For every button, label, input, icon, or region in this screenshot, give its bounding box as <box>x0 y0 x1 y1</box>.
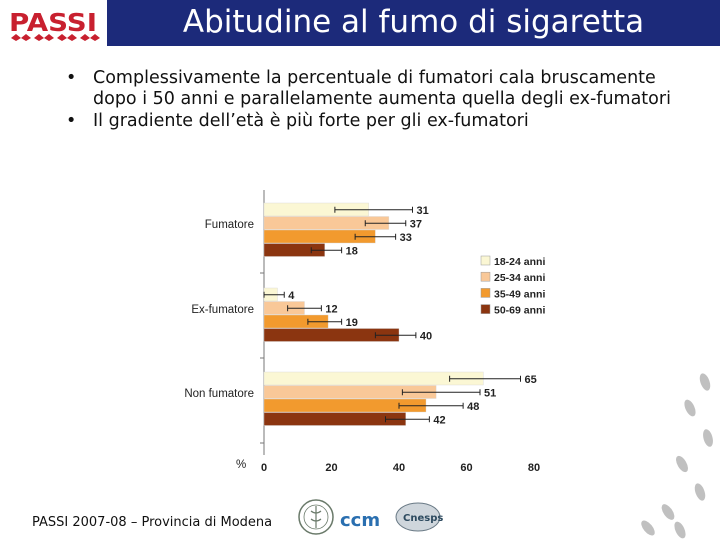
footprints-decoration-icon <box>641 373 713 539</box>
footprint-icon <box>699 373 711 391</box>
bullet-text: Il gradiente dell’età è più forte per gl… <box>93 111 529 131</box>
footprint-icon <box>674 521 686 539</box>
data-label: 31 <box>417 205 429 217</box>
bullet-dot: • <box>66 111 77 131</box>
legend-label: 35-49 anni <box>494 288 545 300</box>
x-tick-label: 20 <box>325 462 337 474</box>
category-label: Non fumatore <box>184 388 254 400</box>
footprint-icon <box>694 483 706 501</box>
passi-logo: PASSI <box>9 8 100 41</box>
x-tick-label: 40 <box>393 462 405 474</box>
sponsor-logos: ccm Cnesps <box>298 499 443 535</box>
x-tick-label: 80 <box>528 462 540 474</box>
data-label: 12 <box>325 303 337 315</box>
cnesps-logo-text: Cnesps <box>403 513 443 524</box>
legend-label: 25-34 anni <box>494 272 545 284</box>
data-label: 18 <box>346 245 358 257</box>
legend-swatch <box>480 271 491 282</box>
data-label: 48 <box>467 401 479 413</box>
footprint-icon <box>676 455 688 473</box>
data-label: 40 <box>420 330 432 342</box>
footer-text: PASSI 2007-08 – Provincia di Modena <box>32 515 273 530</box>
legend-swatch <box>480 304 491 314</box>
data-label: 42 <box>433 414 445 426</box>
passi-logo-text: PASSI <box>9 8 97 37</box>
data-label: 37 <box>410 218 422 230</box>
x-tick-label: 0 <box>261 462 267 474</box>
legend-label: 18-24 anni <box>494 256 545 268</box>
footprint-icon <box>661 504 675 520</box>
title-bar: Abitudine al fumo di sigaretta <box>107 0 720 46</box>
category-label: Ex-fumatore <box>191 304 254 316</box>
bullet-item: • Il gradiente dell’età è più forte per … <box>66 111 686 132</box>
bar <box>263 412 406 426</box>
bullet-item: • Complessivamente la percentuale di fum… <box>66 68 686 110</box>
footprint-icon <box>641 520 655 536</box>
data-label: 19 <box>346 317 358 329</box>
legend-swatch <box>480 255 491 266</box>
slide-header: PASSI Abitudine al fumo di sigaretta <box>0 0 720 46</box>
bullet-dot: • <box>66 68 77 88</box>
footprint-icon <box>684 399 696 417</box>
footprint-icon <box>703 429 713 447</box>
bullet-list: • Complessivamente la percentuale di fum… <box>66 68 686 133</box>
data-label: 33 <box>400 232 412 244</box>
slide-title: Abitudine al fumo di sigaretta <box>182 4 645 40</box>
logo-wave-icon <box>11 34 100 41</box>
category-label: Fumatore <box>205 219 254 231</box>
ministry-seal-icon <box>298 499 334 535</box>
x-tick-label: 60 <box>460 462 472 474</box>
legend-swatch <box>480 288 491 298</box>
data-label: 51 <box>484 387 496 399</box>
ccm-logo: ccm <box>338 510 382 531</box>
data-label: 4 <box>288 290 295 302</box>
data-label: 65 <box>525 374 537 386</box>
legend-label: 50-69 anni <box>494 305 545 317</box>
bullet-text: Complessivamente la percentuale di fumat… <box>93 68 671 109</box>
ccm-logo-text: ccm <box>340 510 380 531</box>
cnesps-logo: Cnesps <box>395 502 443 532</box>
x-axis-label: % <box>236 459 246 471</box>
